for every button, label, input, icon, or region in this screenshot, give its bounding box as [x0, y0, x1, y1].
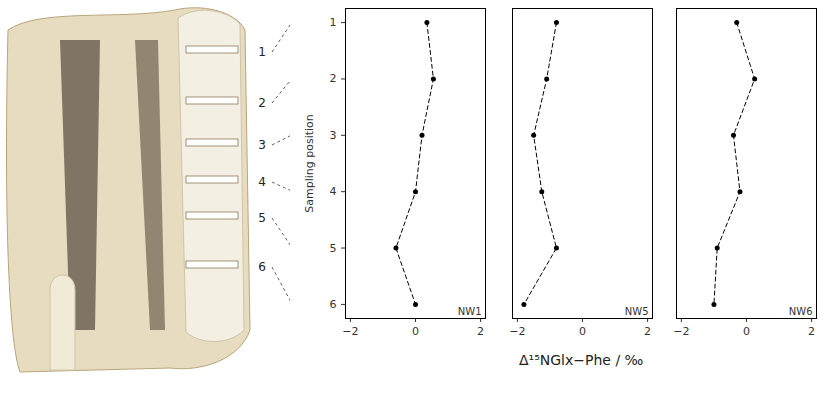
- svg-text:NW5: NW5: [625, 306, 649, 317]
- svg-text:5: 5: [258, 211, 266, 225]
- svg-text:3: 3: [258, 138, 266, 152]
- svg-text:4: 4: [258, 175, 266, 189]
- svg-text:1: 1: [258, 45, 266, 59]
- svg-text:NW1: NW1: [458, 306, 482, 317]
- svg-text:−2: −2: [342, 325, 358, 338]
- svg-text:−2: −2: [673, 325, 689, 338]
- svg-text:NW6: NW6: [789, 306, 813, 317]
- svg-text:3: 3: [330, 129, 337, 142]
- svg-text:0: 0: [412, 325, 419, 338]
- html-text:Δ¹⁵NGlx−Phe / ‰: Δ¹⁵NGlx−Phe / ‰: [519, 352, 644, 368]
- svg-text:2: 2: [330, 72, 337, 85]
- svg-text:2: 2: [477, 325, 484, 338]
- svg-text:6: 6: [258, 260, 266, 274]
- svg-text:−2: −2: [509, 325, 525, 338]
- svg-text:0: 0: [579, 325, 586, 338]
- svg-text:4: 4: [330, 185, 337, 198]
- svg-text:5: 5: [330, 242, 337, 255]
- svg-text:6: 6: [330, 298, 337, 311]
- svg-text:2: 2: [808, 325, 815, 338]
- svg-text:0: 0: [743, 325, 750, 338]
- svg-text:Sampling position: Sampling position: [303, 114, 316, 213]
- svg-text:2: 2: [644, 325, 651, 338]
- svg-text:1: 1: [330, 16, 337, 29]
- svg-text:2: 2: [258, 96, 266, 110]
